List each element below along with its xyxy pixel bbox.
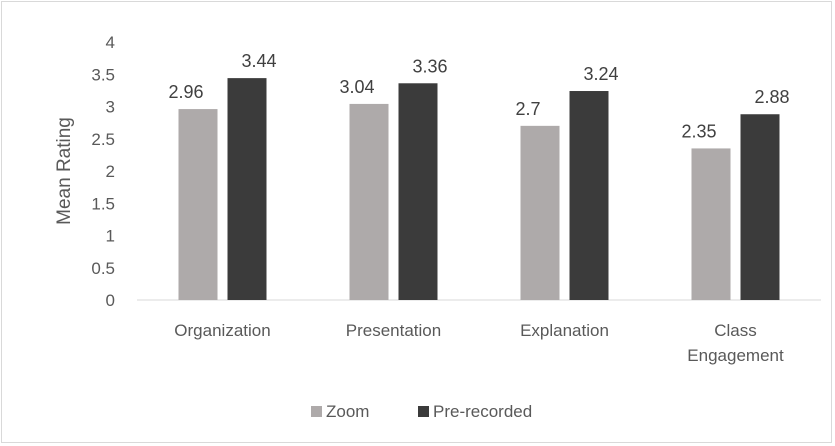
data-label: 2.88 [754,87,789,107]
data-label: 3.36 [412,56,447,76]
data-labels: 2.96 3.44 3.04 3.36 2.7 3.24 2.35 2.88 [168,51,789,141]
bar-zoom [349,103,389,300]
bars-group [178,78,780,301]
x-tick-label: Organization [174,321,270,340]
y-tick-label: 0.5 [91,259,115,278]
bar-pre-recorded [398,83,438,300]
y-axis-title: Mean Rating [54,117,75,225]
y-tick-label: 4 [106,33,115,52]
bar-pre-recorded [740,114,780,301]
data-label: 2.96 [168,82,203,102]
y-axis: 0 0.5 1 1.5 2 2.5 3 3.5 4 [91,33,115,310]
x-tick-label: Explanation [520,321,609,340]
y-tick-label: 0 [106,291,115,310]
y-tick-label: 1 [106,227,115,246]
bar-zoom [520,125,560,300]
x-tick-label: Presentation [346,321,441,340]
legend-label: Zoom [326,402,369,421]
y-tick-label: 2.5 [91,130,115,149]
x-tick-label: Class [714,321,757,340]
data-label: 3.04 [339,77,374,97]
bar-zoom [691,148,731,300]
x-tick-label: Engagement [687,346,784,365]
legend-label: Pre-recorded [433,402,532,421]
legend-swatch [311,406,322,417]
legend: Zoom Pre-recorded [311,402,532,421]
bar-pre-recorded [227,78,267,301]
bar-pre-recorded [569,91,609,301]
data-label: 2.7 [515,99,540,119]
data-label: 2.35 [681,121,716,141]
y-tick-label: 3 [106,98,115,117]
legend-swatch [418,406,429,417]
y-tick-label: 1.5 [91,194,115,213]
y-tick-label: 2 [106,162,115,181]
x-axis: Organization Presentation Explanation Class… [174,321,784,365]
bar-zoom [178,109,218,300]
data-label: 3.24 [583,64,618,84]
y-tick-label: 3.5 [91,65,115,84]
data-label: 3.44 [241,51,276,71]
